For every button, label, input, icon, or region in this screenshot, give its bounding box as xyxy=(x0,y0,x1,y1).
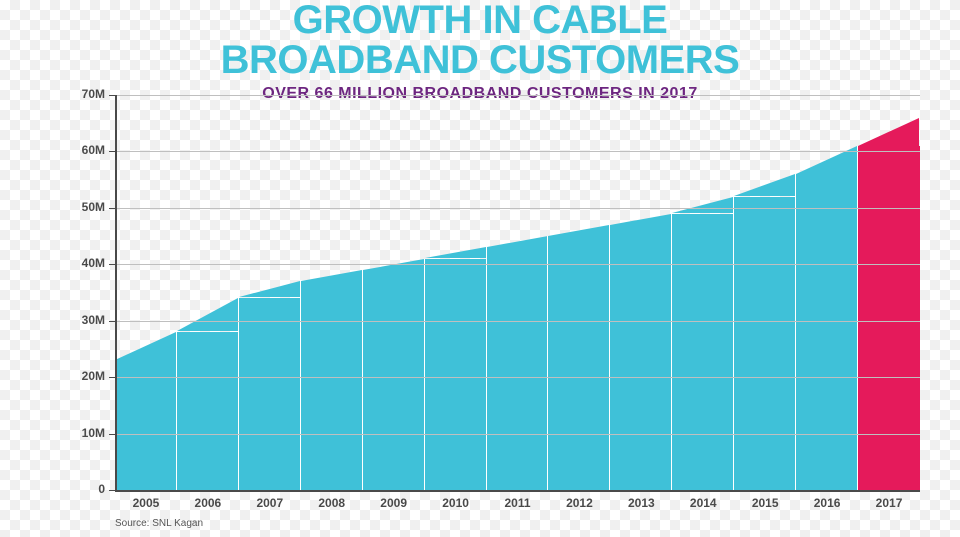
chart-title-line1: GROWTH IN CABLE xyxy=(0,0,960,40)
y-axis-label: 50M xyxy=(82,200,105,214)
x-axis-label: 2011 xyxy=(487,496,549,510)
chart-source: Source: SNL Kagan xyxy=(115,518,203,529)
y-axis-label: 30M xyxy=(82,313,105,327)
bar-slope-top xyxy=(239,281,300,297)
bar xyxy=(548,236,610,490)
x-axis-label: 2005 xyxy=(115,496,177,510)
y-axis-label: 20M xyxy=(82,369,105,383)
bar xyxy=(672,214,734,491)
bar xyxy=(487,247,549,490)
y-axis-label: 0 xyxy=(98,482,105,496)
bar-slope-top xyxy=(301,270,362,281)
bar-slope-top xyxy=(548,225,609,236)
broadband-growth-chart: GROWTH IN CABLE BROADBAND CUSTOMERS OVER… xyxy=(0,0,960,537)
bar-slope-top xyxy=(672,197,733,213)
bar-slope-top xyxy=(610,214,671,225)
bar-slope-top xyxy=(487,236,548,247)
bar-slope-top xyxy=(115,332,176,360)
x-axis-label: 2014 xyxy=(672,496,734,510)
x-axis-label: 2006 xyxy=(177,496,239,510)
y-gridline xyxy=(115,151,920,152)
x-axis-line xyxy=(115,490,920,492)
y-gridline xyxy=(115,95,920,96)
y-gridline xyxy=(115,208,920,209)
bar-slope-top xyxy=(858,118,919,146)
bar-slope-top xyxy=(734,174,795,196)
y-axis-line xyxy=(115,95,117,490)
x-axis-label: 2012 xyxy=(548,496,610,510)
y-axis-label: 70M xyxy=(82,87,105,101)
bar-slope-top xyxy=(177,298,238,331)
y-axis-label: 40M xyxy=(82,256,105,270)
chart-title-line2: BROADBAND CUSTOMERS xyxy=(0,40,960,80)
x-axis-label: 2017 xyxy=(858,496,920,510)
bar xyxy=(177,332,239,490)
bar xyxy=(363,270,425,490)
y-gridline xyxy=(115,321,920,322)
x-axis-label: 2008 xyxy=(301,496,363,510)
x-axis-label: 2010 xyxy=(425,496,487,510)
x-axis-label: 2015 xyxy=(734,496,796,510)
bar-slope-top xyxy=(796,146,857,174)
y-gridline xyxy=(115,264,920,265)
bar xyxy=(301,281,363,490)
x-axis-label: 2016 xyxy=(796,496,858,510)
x-axis-label: 2013 xyxy=(610,496,672,510)
bar xyxy=(425,259,487,490)
y-gridline xyxy=(115,377,920,378)
y-axis-label: 60M xyxy=(82,143,105,157)
bar xyxy=(239,298,301,490)
chart-subtitle: OVER 66 MILLION BROADBAND CUSTOMERS IN 2… xyxy=(0,86,960,102)
chart-title-block: GROWTH IN CABLE BROADBAND CUSTOMERS OVER… xyxy=(0,0,960,102)
bar xyxy=(796,174,858,490)
bar-slope-top xyxy=(425,247,486,258)
x-axis-label: 2007 xyxy=(239,496,301,510)
x-axis-label: 2009 xyxy=(363,496,425,510)
y-gridline xyxy=(115,434,920,435)
bar xyxy=(734,197,796,490)
bar xyxy=(858,146,920,490)
y-axis-label: 10M xyxy=(82,426,105,440)
bar xyxy=(115,360,177,490)
